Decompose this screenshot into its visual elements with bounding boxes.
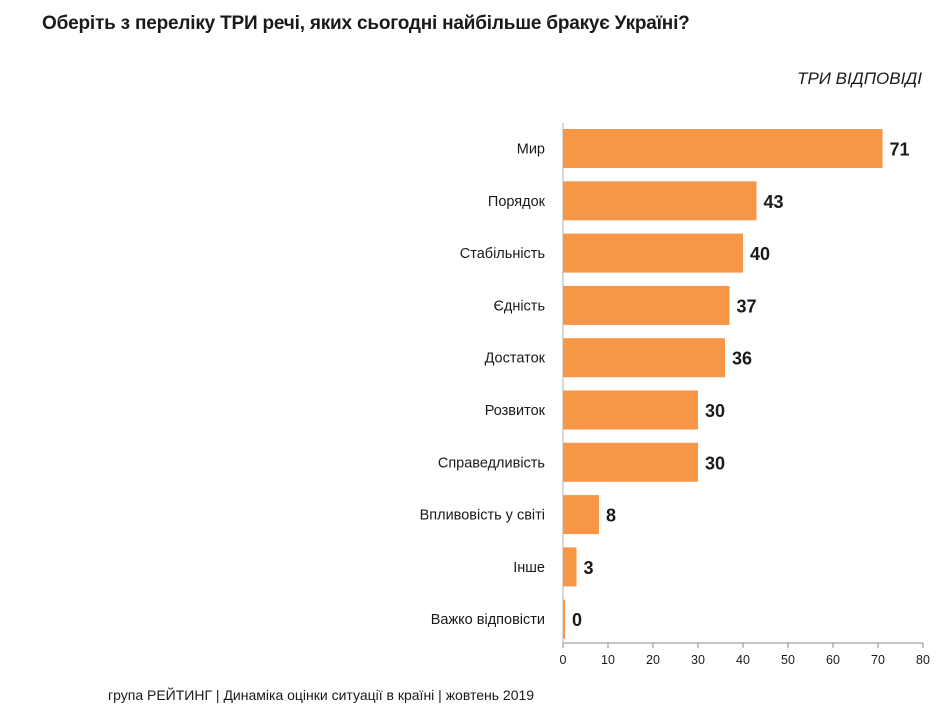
x-tick-label-0: 0	[560, 653, 567, 667]
value-label-2: 40	[750, 244, 770, 264]
x-tick-label-6: 60	[826, 653, 840, 667]
value-label-1: 43	[764, 192, 784, 212]
value-label-0: 71	[890, 140, 910, 160]
category-label-5: Розвиток	[485, 403, 546, 419]
x-axis: 0 10 20 30 40 50 60 70 80	[560, 123, 930, 667]
bar-5	[563, 390, 698, 430]
bar-1	[563, 181, 757, 221]
bar-8	[563, 547, 577, 587]
footer-caption: група РЕЙТИНГ | Динаміка оцінки ситуації…	[108, 687, 535, 703]
value-label-5: 30	[705, 401, 725, 421]
x-tick-label-2: 20	[646, 653, 660, 667]
value-label-4: 36	[732, 349, 752, 369]
category-label-0: Мир	[517, 142, 545, 158]
category-label-1: Порядок	[488, 194, 546, 210]
bar-7	[563, 495, 599, 535]
chart-title: Оберіть з переліку ТРИ речі, яких сьогод…	[42, 13, 690, 34]
x-tick-label-8: 80	[916, 653, 930, 667]
category-label-8: Інше	[513, 560, 545, 576]
bar-9	[563, 599, 565, 639]
x-tick-label-3: 30	[691, 653, 705, 667]
category-label-9: Важко відповісти	[431, 612, 545, 628]
value-label-8: 3	[584, 558, 594, 578]
value-label-7: 8	[606, 506, 616, 526]
bar-0	[563, 129, 883, 168]
bars-group: Мир 71 Порядок 43 Стабільність 40 Єдність 37 Дос…	[420, 129, 910, 639]
category-label-4: Достаток	[485, 351, 546, 367]
bar-3	[563, 285, 730, 325]
category-label-7: Впливовість у світі	[420, 508, 545, 524]
x-tick-label-4: 40	[736, 653, 750, 667]
category-label-3: Єдність	[493, 298, 545, 314]
value-label-9: 0	[572, 610, 582, 630]
value-label-3: 37	[737, 296, 757, 316]
chart-subtitle: ТРИ ВІДПОВІДІ	[797, 69, 922, 88]
category-label-2: Стабільність	[460, 246, 545, 262]
bar-chart: Мир 71 Порядок 43 Стабільність 40 Єдність 37 Дос…	[420, 123, 930, 667]
x-tick-label-5: 50	[781, 653, 795, 667]
bar-2	[563, 233, 743, 273]
bar-6	[563, 442, 698, 482]
x-tick-label-1: 10	[601, 653, 615, 667]
x-tick-label-7: 70	[871, 653, 885, 667]
value-label-6: 30	[705, 453, 725, 473]
bar-4	[563, 338, 725, 378]
category-label-6: Справедливість	[438, 455, 545, 471]
